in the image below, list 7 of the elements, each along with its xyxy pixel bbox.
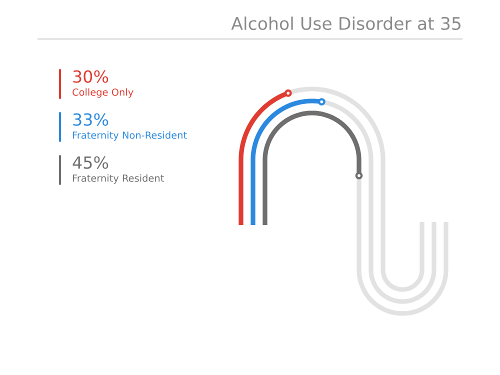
data-label: 33%: [73, 113, 108, 126]
text: Alcohol Use Disorder at 35: [231, 16, 460, 30]
category-label: Fraternity Non-Resident: [72, 131, 187, 141]
category-label: Fraternity Resident: [72, 174, 164, 184]
data-label: 45%: [72, 156, 108, 169]
data-label: 30%: [73, 70, 108, 83]
category-label: College Only: [72, 88, 134, 98]
